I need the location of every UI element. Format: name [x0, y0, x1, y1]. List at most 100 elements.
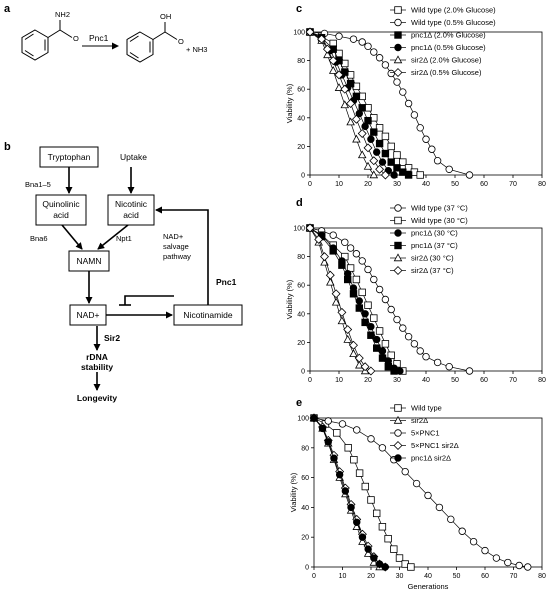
- data-point: [393, 164, 401, 172]
- chart-c: 0 10 20 30 40 50 60 70 80 0 20 40 60 80 100 Viability (…: [285, 6, 546, 188]
- panel-a-letter: a: [4, 3, 11, 15]
- panel-a: a NH2 O Pnc1 OH O + NH3: [4, 3, 207, 63]
- data-point: [352, 250, 361, 258]
- data-point: [369, 156, 379, 166]
- data-point: [331, 289, 341, 299]
- reaction-enzyme-label: Pnc1: [89, 33, 109, 43]
- data-point: [334, 70, 344, 80]
- data-point: [337, 316, 347, 325]
- data-point: [355, 297, 363, 305]
- legend-marker: [394, 43, 402, 52]
- data-point: [343, 334, 352, 343]
- series: [309, 413, 390, 572]
- legend-label: sir2Δ (30 °C): [411, 254, 454, 263]
- legend-marker: [394, 404, 402, 412]
- data-point: [317, 34, 327, 44]
- legend-label: 5×PNC1 sir2Δ: [411, 441, 459, 450]
- series: [305, 223, 376, 376]
- legend-marker: [394, 216, 402, 225]
- legend-label: Wild type (0.5% Glucose): [411, 18, 496, 27]
- y-tick-label: 40: [297, 115, 305, 122]
- x-tick-label: 20: [364, 181, 372, 188]
- data-point: [324, 438, 332, 446]
- salvage-label-3: pathway: [163, 252, 191, 261]
- namn-label: NAMN: [76, 256, 101, 266]
- tryptophan-label: Tryptophan: [48, 152, 91, 162]
- data-point: [381, 61, 390, 69]
- substrate-oxygen-label: O: [73, 34, 79, 43]
- data-point: [458, 527, 466, 535]
- y-tick-label: 20: [297, 340, 305, 347]
- x-tick-label: 30: [396, 573, 404, 580]
- data-point: [318, 424, 327, 433]
- series: [305, 27, 390, 180]
- npt1-label: Npt1: [116, 234, 132, 243]
- x-tick-label: 30: [393, 181, 401, 188]
- data-point: [372, 344, 381, 352]
- data-point: [324, 417, 332, 425]
- y-tick-label: 20: [297, 144, 305, 151]
- data-point: [378, 444, 387, 452]
- data-point: [347, 503, 355, 512]
- data-point: [381, 340, 390, 348]
- data-point: [344, 444, 352, 452]
- data-point: [352, 134, 361, 143]
- y-tick-label: 20: [301, 535, 309, 542]
- data-point: [399, 324, 407, 332]
- legend-label: Wild type (30 °C): [411, 216, 468, 225]
- data-point: [387, 142, 395, 151]
- data-point: [330, 454, 338, 462]
- x-axis-label: Generations: [408, 582, 449, 591]
- data-point: [358, 104, 366, 112]
- salvage-label-2: salvage: [163, 242, 189, 251]
- data-point: [361, 122, 369, 131]
- rdna-label-2: stability: [81, 362, 113, 372]
- data-point: [310, 414, 318, 422]
- legend-marker: [394, 6, 402, 14]
- x-tick-label: 40: [422, 181, 430, 188]
- data-point: [375, 139, 384, 148]
- nicotinamide-label: Nicotinamide: [183, 310, 232, 320]
- x-tick-label: 10: [335, 377, 343, 384]
- data-point: [492, 554, 501, 562]
- data-point: [375, 327, 384, 335]
- legend-marker: [393, 266, 403, 275]
- series: [310, 414, 415, 571]
- y-tick-label: 100: [297, 416, 309, 423]
- data-point: [447, 515, 455, 524]
- x-tick-label: 40: [424, 573, 432, 580]
- legend-label: Wild type (37 °C): [411, 204, 468, 213]
- data-point: [364, 301, 372, 309]
- data-point: [393, 315, 401, 324]
- data-point: [416, 124, 424, 132]
- quinolinic-label-1: Quinolinic: [42, 199, 80, 209]
- x-tick-label: 70: [509, 181, 517, 188]
- legend-label: pnc1Δ (2.0% Glucose): [411, 31, 486, 40]
- x-tick-label: 0: [312, 573, 316, 580]
- legend-label: Wild type (2.0% Glucose): [411, 6, 496, 15]
- x-tick-label: 80: [538, 181, 546, 188]
- data-point: [407, 563, 415, 571]
- panel-b-letter: b: [4, 141, 11, 153]
- data-point: [329, 247, 337, 255]
- panel-e-letter: e: [296, 397, 302, 409]
- legend-label: pnc1Δ sir2Δ: [411, 454, 451, 463]
- y-tick-label: 80: [297, 58, 305, 65]
- data-point: [353, 518, 361, 526]
- legend-label: pnc1Δ (0.5% Glucose): [411, 43, 486, 52]
- x-tick-label: 50: [451, 377, 459, 384]
- data-point: [346, 264, 355, 272]
- data-point: [375, 124, 384, 132]
- nicotinamide-structure: [21, 20, 73, 61]
- y-tick-label: 40: [301, 505, 309, 512]
- x-tick-label: 80: [538, 377, 546, 384]
- data-point: [469, 537, 478, 546]
- y-tick-label: 60: [297, 283, 305, 290]
- data-point: [404, 164, 413, 172]
- data-point: [328, 56, 338, 66]
- legend-label: sir2Δ: [411, 416, 428, 425]
- data-point: [367, 496, 375, 504]
- legend-marker: [394, 241, 402, 250]
- y-tick-label: 100: [293, 30, 305, 37]
